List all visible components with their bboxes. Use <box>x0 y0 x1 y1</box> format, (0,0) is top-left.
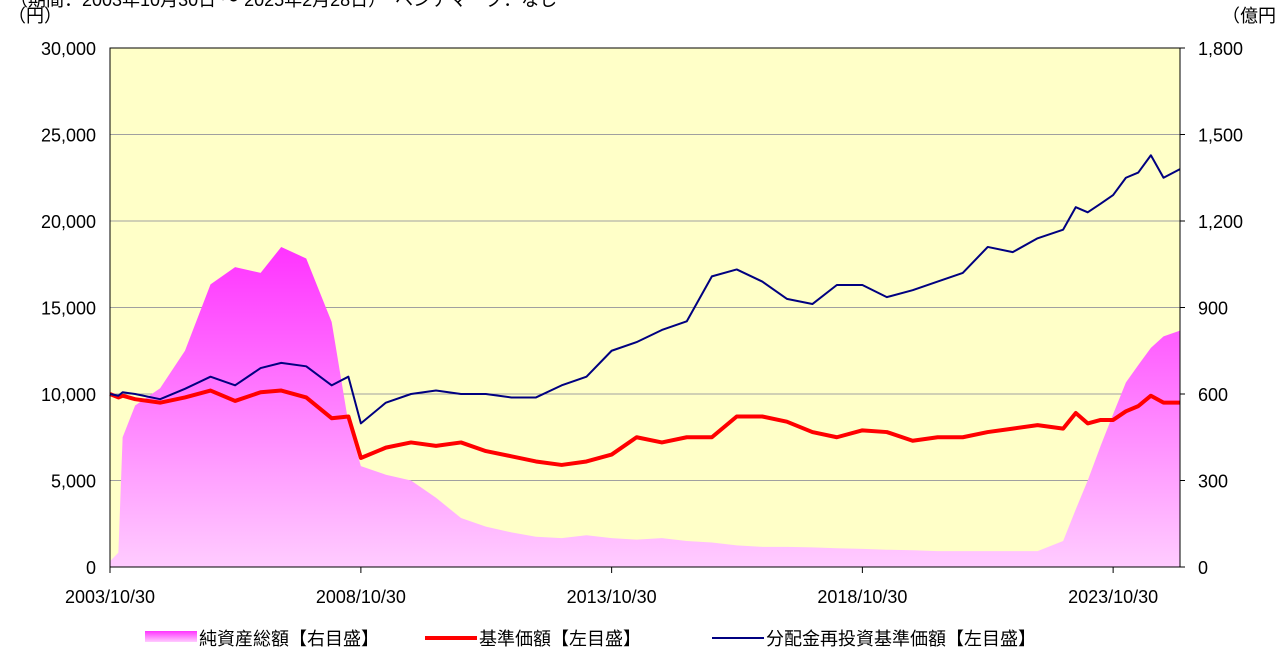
x-tick-label: 2008/10/30 <box>316 587 406 607</box>
y-axis-label: （円） <box>8 6 62 26</box>
y-tick-label: 25,000 <box>41 126 96 146</box>
legend-label: 基準価額【左目盛】 <box>479 629 641 649</box>
y2-tick-label: 300 <box>1198 472 1228 492</box>
legend-label: 純資産総額【右目盛】 <box>199 629 379 649</box>
y-tick-label: 30,000 <box>41 39 96 59</box>
y-tick-label: 15,000 <box>41 299 96 319</box>
y2-tick-label: 0 <box>1198 558 1208 578</box>
legend-label: 分配金再投資基準価額【左目盛】 <box>766 629 1036 649</box>
y-tick-label: 5,000 <box>51 472 96 492</box>
y2-axis-label: （億円） <box>1222 6 1277 26</box>
y-tick-label: 0 <box>86 558 96 578</box>
x-tick-label: 2013/10/30 <box>567 587 657 607</box>
y2-tick-label: 900 <box>1198 299 1228 319</box>
legend-swatch <box>145 631 197 642</box>
x-tick-label: 2023/10/30 <box>1068 587 1158 607</box>
y2-tick-label: 1,800 <box>1198 39 1243 59</box>
y-tick-label: 20,000 <box>41 212 96 232</box>
y2-tick-label: 1,200 <box>1198 212 1243 232</box>
net-assets-area <box>110 246 1180 567</box>
x-tick-label: 2018/10/30 <box>817 587 907 607</box>
chart-title: （期間：2003年10月30日 ～ 2025年2月28日） ベンチマーク：なし <box>10 0 557 10</box>
y2-tick-label: 1,500 <box>1198 126 1243 146</box>
y2-tick-label: 600 <box>1198 385 1228 405</box>
plot-border <box>109 47 1181 568</box>
series-line <box>109 388 1180 467</box>
x-tick-label: 2003/10/30 <box>65 587 155 607</box>
series-line <box>109 154 1181 425</box>
y-tick-label: 10,000 <box>41 385 96 405</box>
